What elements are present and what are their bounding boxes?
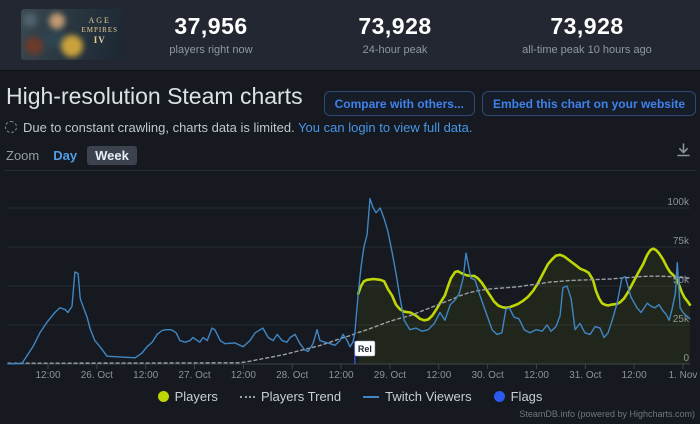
stat-24h-peak: 73,928 24-hour peak	[295, 13, 495, 56]
stat-value: 73,928	[550, 13, 624, 39]
zoom-option-week[interactable]: Week	[87, 146, 137, 165]
legend-label: Players Trend	[260, 389, 342, 404]
zoom-label: Zoom	[6, 148, 40, 163]
capsule-art	[41, 29, 67, 49]
capsule-art	[25, 37, 43, 55]
chart-plot-area[interactable]	[0, 172, 700, 382]
stat-players-now: 37,956 players right now	[111, 13, 311, 56]
divider	[4, 170, 696, 171]
highcharts-credit-link[interactable]: SteamDB.info (powered by Highcharts.com)	[519, 409, 695, 419]
crawl-notice-text: Due to constant crawling, charts data is…	[23, 120, 295, 135]
legend-label: Players	[174, 389, 218, 404]
legend-label: Flags	[510, 389, 543, 404]
stat-label: 24-hour peak	[362, 44, 428, 56]
legend-item-twitch-viewers[interactable]: Twitch Viewers	[363, 389, 472, 404]
page-title: High-resolution Steam charts	[6, 83, 303, 109]
loading-spinner-icon	[5, 121, 17, 133]
capsule-art	[49, 13, 65, 29]
flags-marker-icon	[493, 391, 505, 402]
stat-value: 73,928	[358, 13, 432, 39]
crawl-notice: Due to constant crawling, charts data is…	[5, 120, 473, 135]
capsule-art	[23, 13, 37, 27]
trend-marker-icon	[239, 395, 255, 398]
header-buttons: Compare with others... Embed this chart …	[323, 91, 696, 116]
stat-alltime-peak: 73,928 all-time peak 10 hours ago	[487, 13, 687, 56]
legend-item-players[interactable]: Players	[157, 389, 218, 404]
capsule-art	[61, 35, 83, 57]
chart-legend: Players Players Trend Twitch Viewers Fla…	[0, 389, 700, 404]
stat-label: all-time peak 10 hours ago	[522, 44, 652, 56]
stat-value: 37,956	[174, 13, 248, 39]
legend-item-flags[interactable]: Flags	[493, 389, 543, 404]
embed-button[interactable]: Embed this chart on your website	[481, 91, 696, 116]
legend-item-players-trend[interactable]: Players Trend	[239, 389, 342, 404]
zoom-option-day[interactable]: Day	[53, 148, 78, 163]
legend-label: Twitch Viewers	[385, 389, 472, 404]
top-stats-bar: AGE EMPIRES IV 37,956 players right now …	[0, 0, 700, 71]
players-marker-icon	[157, 391, 169, 402]
game-capsule-image[interactable]: AGE EMPIRES IV	[21, 9, 123, 60]
twitch-marker-icon	[363, 395, 380, 398]
game-logo-text: AGE EMPIRES IV	[81, 16, 118, 45]
stat-label: players right now	[169, 44, 253, 56]
login-link[interactable]: You can login to view full data.	[298, 120, 473, 135]
download-chart-icon[interactable]	[675, 142, 692, 165]
compare-button[interactable]: Compare with others...	[323, 91, 475, 116]
zoom-toolbar: Zoom Day Week	[6, 146, 147, 165]
